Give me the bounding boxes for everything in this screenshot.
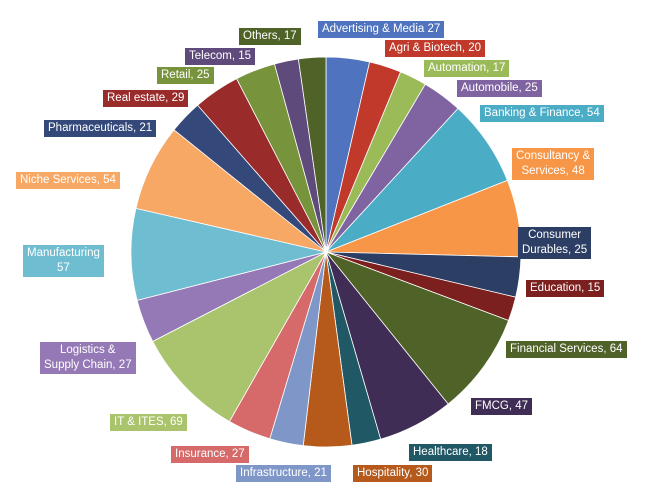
slice-label-niche-services: Niche Services, 54 bbox=[16, 172, 120, 189]
pie-slice-others bbox=[297, 56, 327, 253]
slice-label-automation: Automation, 17 bbox=[424, 60, 510, 77]
slice-label-financial-services: Financial Services, 64 bbox=[506, 341, 627, 358]
slice-label-consumer-durables: Consumer Durables, 25 bbox=[518, 227, 592, 259]
slice-label-logistics-and-supply-chain: Logistics & Supply Chain, 27 bbox=[40, 342, 136, 374]
pie-slice-financial-services bbox=[324, 251, 510, 405]
slice-label-advertising-and-media: Advertising & Media 27 bbox=[318, 21, 445, 38]
slice-label-insurance: Insurance, 27 bbox=[171, 446, 249, 463]
slice-label-agri-and-biotech: Agri & Biotech, 20 bbox=[385, 40, 486, 57]
pie-slices bbox=[130, 56, 522, 448]
slice-label-consultancy-and-services: Consultancy & Services, 48 bbox=[512, 148, 595, 180]
slice-label-banking-and-finance: Banking & Finance, 54 bbox=[480, 105, 604, 122]
slice-label-real-estate: Real estate, 29 bbox=[103, 90, 189, 107]
slice-label-retail: Retail, 25 bbox=[157, 67, 214, 84]
slice-label-education: Education, 15 bbox=[526, 280, 605, 297]
slice-label-healthcare: Healthcare, 18 bbox=[409, 444, 492, 461]
pie-slice-it-and-ites bbox=[152, 251, 328, 422]
slice-label-automobile: Automobile, 25 bbox=[457, 80, 542, 97]
slice-label-others: Others, 17 bbox=[239, 28, 301, 45]
slice-label-it-and-ites: IT & ITES, 69 bbox=[110, 414, 187, 431]
slice-label-pharmaceuticals: Pharmaceuticals, 21 bbox=[44, 120, 157, 137]
slice-label-hospitality: Hospitality, 30 bbox=[353, 465, 433, 482]
slice-label-telecom: Telecom, 15 bbox=[185, 48, 256, 65]
slice-label-infrastructure: Infrastructure, 21 bbox=[236, 465, 331, 482]
slice-label-manufacturing: Manufacturing 57 bbox=[23, 245, 104, 277]
slice-label-fmcg: FMCG, 47 bbox=[471, 398, 533, 415]
